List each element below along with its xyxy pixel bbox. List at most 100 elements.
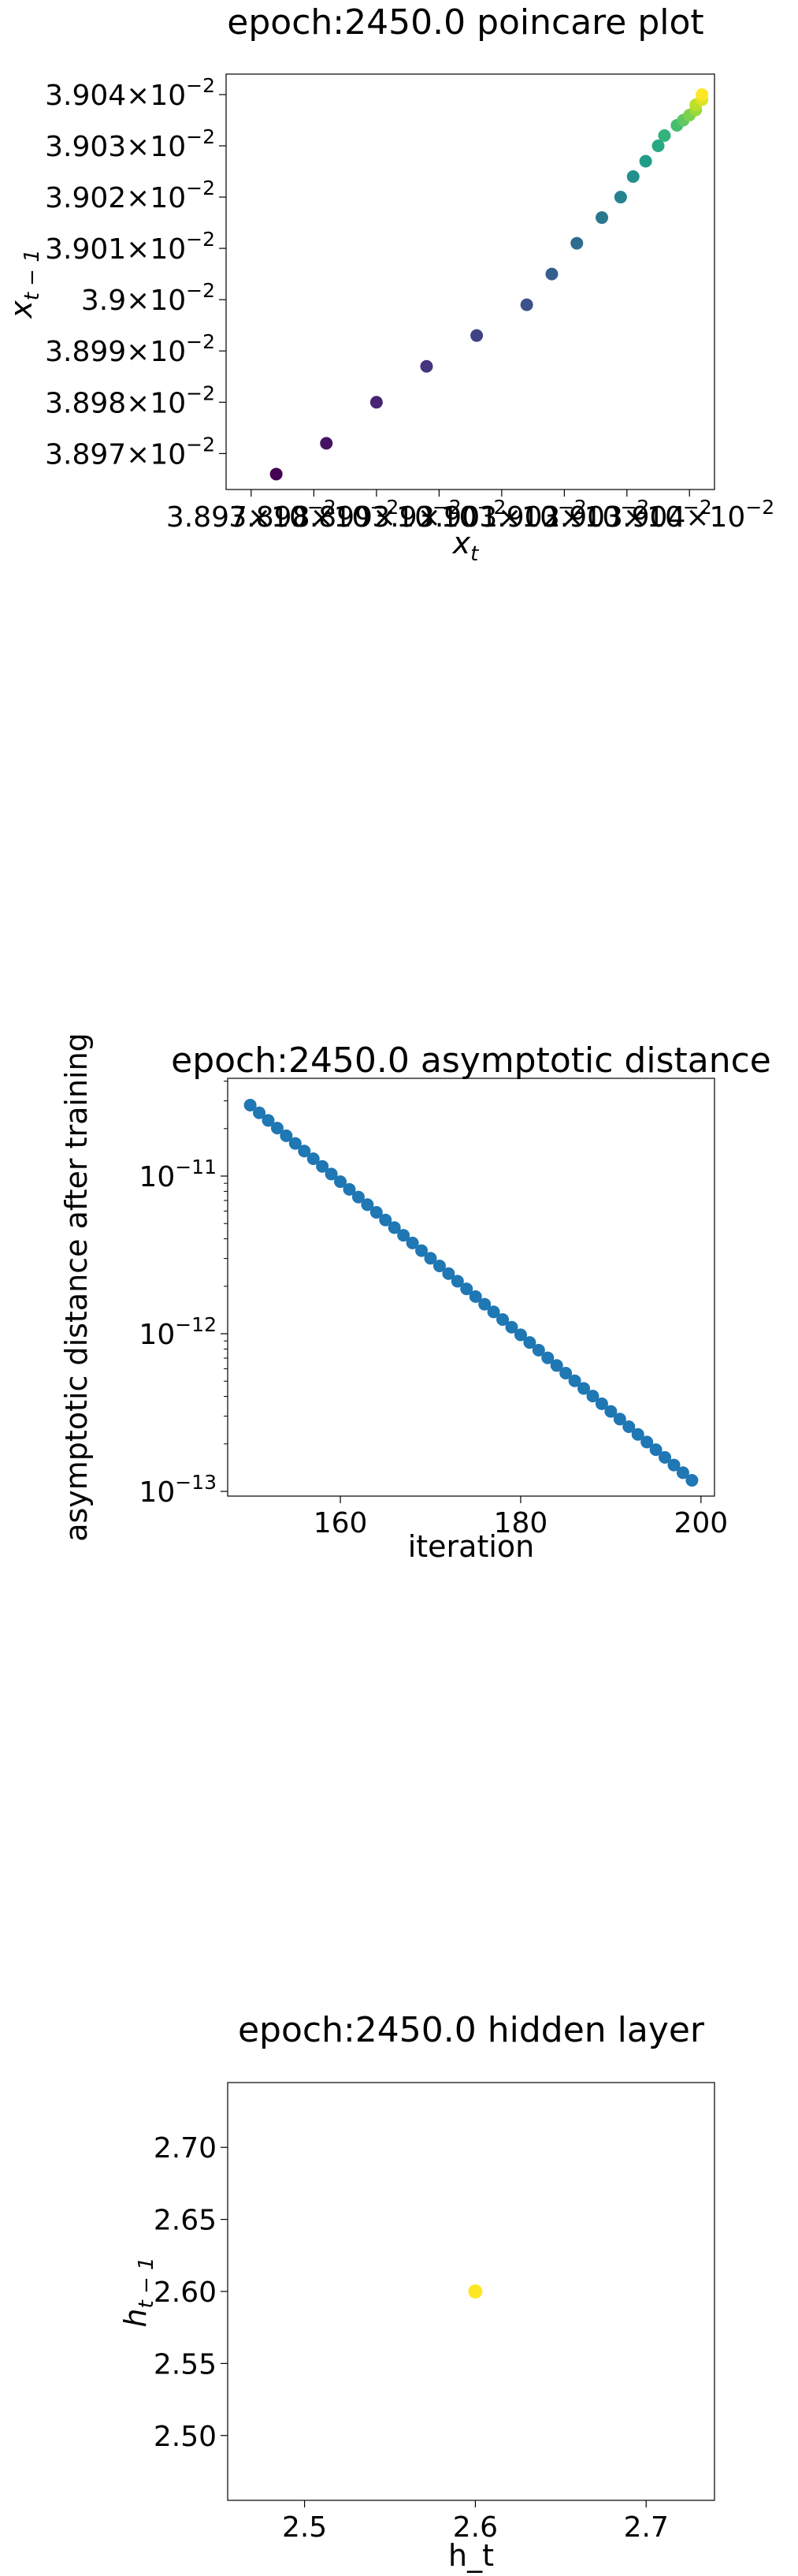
y-tick-label: 2.70	[154, 2132, 217, 2165]
x-tick-label: 200	[674, 1507, 728, 1539]
scatter-point	[586, 1390, 599, 1403]
scatter-point	[298, 1145, 311, 1158]
y-tick-label: 10−13	[139, 1471, 217, 1509]
scatter-point	[288, 1137, 302, 1150]
x-tick-label: 3.901×10−2	[417, 496, 587, 534]
chart-title: epoch:2450.0 poincare plot	[227, 2, 703, 43]
hidden-layer-chart: epoch:2450.0 hidden layer 2.502.552.602.…	[118, 2010, 715, 2573]
scatter-point	[532, 1343, 545, 1357]
y-axis-label: ht − 1	[118, 2257, 158, 2327]
hidden-marks	[468, 2284, 483, 2299]
poincare-y-ticks: 3.897×10−2 3.898×10−2 3.899×10−2 3.9×10−2 3.…	[45, 74, 226, 471]
scatter-point	[514, 1328, 527, 1342]
poincare-x-ticks: 3.897×10−23.898×10−23.899×10−23.9×10−23.…	[166, 490, 774, 534]
scatter-point	[604, 1405, 618, 1418]
scatter-point	[640, 1435, 654, 1449]
scatter-point	[658, 129, 671, 143]
scatter-point	[568, 1374, 581, 1387]
x-tick-label: 3.9×10−2	[372, 496, 506, 534]
scatter-point	[676, 1466, 689, 1480]
y-tick-label: 3.903×10−2	[45, 125, 215, 163]
scatter-point	[631, 1428, 644, 1441]
scatter-point	[253, 1106, 266, 1119]
scatter-point	[595, 1397, 608, 1410]
plot-frame	[225, 73, 715, 490]
x-tick-label: 3.903×10−2	[542, 496, 712, 534]
asymptotic-y-ticks: 10−11 10−12 10−13	[139, 1081, 228, 1509]
scatter-point	[651, 140, 665, 153]
x-tick-label: 2.7	[624, 2511, 669, 2544]
x-tick-label: 3.904×10−2	[604, 496, 774, 534]
scatter-point	[470, 329, 484, 342]
scatter-point	[520, 298, 533, 311]
scatter-point	[667, 1458, 681, 1472]
scatter-point	[280, 1129, 293, 1142]
x-axis-label: iteration	[408, 1529, 535, 1564]
scatter-point	[369, 396, 383, 409]
x-tick-label: 2.5	[282, 2511, 327, 2544]
x-tick-label: 3.897×10−2	[166, 496, 336, 534]
y-tick-label: 3.902×10−2	[45, 177, 215, 214]
y-tick-label: 2.50	[154, 2421, 217, 2453]
scatter-point	[406, 1236, 419, 1249]
y-tick-label: 3.901×10−2	[45, 228, 215, 266]
y-tick-label: 3.898×10−2	[45, 382, 215, 419]
scatter-point	[614, 191, 627, 204]
scatter-point	[369, 1206, 383, 1219]
scatter-point	[351, 1190, 365, 1204]
scatter-point	[613, 1413, 626, 1426]
y-tick-label: 3.9×10−2	[81, 279, 215, 317]
asymptotic-x-ticks: 160 180 200	[314, 1496, 728, 1539]
y-tick-label: 10−12	[139, 1313, 217, 1351]
scatter-point	[424, 1252, 437, 1265]
y-tick-label: 2.55	[154, 2348, 217, 2381]
x-axis-label: h_t	[448, 2538, 494, 2573]
y-tick-label: 2.60	[154, 2276, 217, 2309]
x-tick-label: 3.902×10−2	[479, 496, 649, 534]
y-axis-label: xt − 1	[4, 249, 44, 319]
scatter-point	[460, 1282, 473, 1296]
y-tick-label: 3.899×10−2	[45, 330, 215, 368]
poincare-marks	[269, 87, 709, 481]
scatter-point	[696, 87, 709, 101]
chart-title: epoch:2450.0 asymptotic distance	[171, 1040, 771, 1081]
scatter-point	[388, 1221, 401, 1234]
scatter-point	[442, 1267, 455, 1280]
plot-frame	[227, 1078, 715, 1497]
y-tick-label: 3.904×10−2	[45, 74, 215, 112]
scatter-point	[659, 1450, 672, 1464]
scatter-point	[262, 1114, 275, 1127]
scatter-point	[577, 1382, 591, 1395]
scatter-point	[269, 467, 283, 481]
plot-frame	[227, 2082, 715, 2501]
scatter-point	[523, 1336, 536, 1349]
scatter-point	[334, 1175, 347, 1189]
x-tick-label: 3.898×10−2	[228, 496, 399, 534]
hidden-y-ticks: 2.50 2.55 2.60 2.65 2.70	[154, 2132, 228, 2453]
scatter-point	[316, 1160, 329, 1173]
scatter-point	[320, 437, 333, 450]
scatter-point	[397, 1229, 410, 1242]
y-tick-label: 3.897×10−2	[45, 433, 215, 471]
scatter-point	[469, 1290, 482, 1303]
scatter-point	[343, 1182, 356, 1196]
hidden-x-ticks: 2.5 2.6 2.7	[282, 2500, 669, 2544]
asymptotic-marks	[243, 1099, 699, 1487]
y-tick-label: 10−11	[139, 1156, 217, 1193]
asymptotic-chart: epoch:2450.0 asymptotic distance 10−1110…	[59, 1033, 771, 1564]
scatter-point	[550, 1359, 563, 1372]
scatter-point	[570, 236, 584, 250]
scatter-point	[622, 1420, 636, 1433]
y-axis-label: asymptotic distance after training	[59, 1033, 94, 1542]
scatter-point	[306, 1152, 320, 1165]
scatter-point	[496, 1313, 510, 1326]
scatter-point	[243, 1099, 257, 1111]
scatter-point	[325, 1167, 338, 1181]
scatter-point	[468, 2284, 483, 2299]
scatter-point	[545, 267, 559, 281]
scatter-point	[639, 154, 652, 168]
x-axis-label: xt	[452, 526, 480, 566]
scatter-point	[451, 1275, 464, 1288]
x-tick-label: 180	[494, 1507, 548, 1539]
